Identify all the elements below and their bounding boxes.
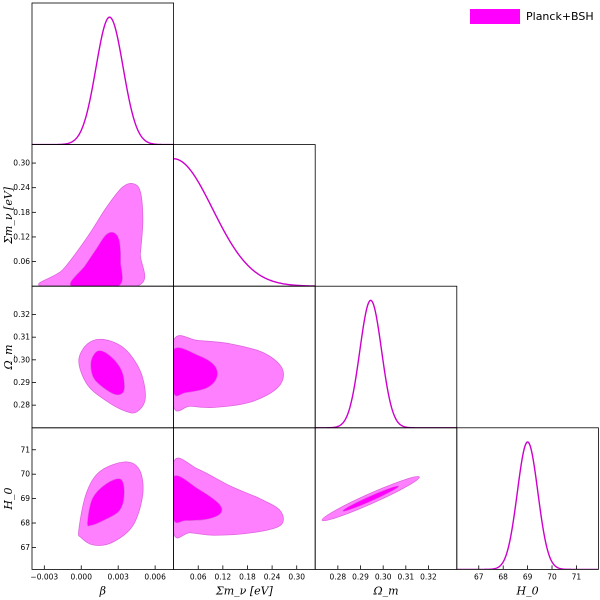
x-tick-label: −0.003 <box>30 572 58 581</box>
x-tick-label: 68 <box>498 572 508 581</box>
x-tick-label: 67 <box>474 572 484 581</box>
y-tick-label: 0.30 <box>13 355 30 364</box>
legend: Planck+BSH <box>470 9 594 24</box>
x-axis-label-omega_m: Ω_m <box>372 584 398 597</box>
panel-frame-omega_m-omega_m <box>314 285 458 429</box>
y-tick-label: 0.29 <box>13 378 30 387</box>
x-tick-label: 0.12 <box>215 572 232 581</box>
x-tick-label: 0.31 <box>397 572 414 581</box>
x-tick-label: 0.30 <box>375 572 392 581</box>
contour-inner <box>69 232 123 287</box>
y-tick-label: 0.06 <box>13 257 30 266</box>
contour-inner <box>342 485 399 512</box>
contour-inner <box>87 478 125 527</box>
contour-sum_mnu-H0 <box>173 457 284 539</box>
legend-swatch <box>470 9 520 24</box>
y-tick-label: 0.31 <box>13 333 30 342</box>
x-tick-label: 0.006 <box>144 572 166 581</box>
x-tick-label: 0.32 <box>420 572 437 581</box>
x-tick-label: 70 <box>547 572 557 581</box>
y-tick-label: 0.18 <box>13 208 30 217</box>
x-tick-label: 0.30 <box>288 572 305 581</box>
panel-frame-beta-beta <box>31 2 175 146</box>
marginal-sum_mnu <box>173 158 316 287</box>
y-tick-label: 0.28 <box>13 401 30 410</box>
panel-frame-H0-H0 <box>456 427 599 570</box>
y-tick-label: 69 <box>20 494 30 503</box>
y-axis-label-H0: H_0 <box>2 488 15 511</box>
contour-omega_m-H0 <box>321 476 420 522</box>
contour-beta-H0 <box>78 461 144 546</box>
contour-sum_mnu-omega_m <box>173 335 284 412</box>
x-tick-label: 0.06 <box>190 572 207 581</box>
y-tick-label: 0.32 <box>13 310 30 319</box>
contour-inner <box>173 475 223 524</box>
contour-inner <box>173 347 218 397</box>
y-tick-label: 67 <box>20 543 30 552</box>
y-tick-label: 71 <box>20 445 30 454</box>
contour-beta-sum_mnu <box>38 182 146 287</box>
marginal-H0 <box>456 441 599 570</box>
y-axis-label-sum_mnu: Σm_ν [eV] <box>2 186 15 245</box>
x-tick-label: 0.18 <box>239 572 256 581</box>
x-tick-label: 71 <box>572 572 582 581</box>
contour-inner <box>90 350 125 396</box>
y-tick-label: 70 <box>20 470 30 479</box>
x-tick-label: 0.28 <box>330 572 347 581</box>
panel-frame-H0-omega_m <box>314 427 458 570</box>
x-tick-label: 0.29 <box>352 572 369 581</box>
contour-beta-omega_m <box>78 338 146 414</box>
y-axis-label-omega_m: Ω_m <box>2 344 15 370</box>
x-axis-label-beta: β <box>99 584 106 597</box>
x-axis-label-sum_mnu: Σm_ν [eV] <box>215 584 274 597</box>
x-tick-label: 69 <box>523 572 533 581</box>
x-tick-label: 0.24 <box>264 572 281 581</box>
y-tick-label: 0.24 <box>13 183 30 192</box>
marginal-beta <box>32 16 174 145</box>
legend-label: Planck+BSH <box>526 10 594 23</box>
y-tick-label: 0.12 <box>13 232 30 241</box>
x-axis-label-H0: H_0 <box>516 584 539 597</box>
panel-frame-sum_mnu-sum_mnu <box>173 144 316 287</box>
x-tick-label: 0.000 <box>71 572 93 581</box>
contour-outer <box>173 335 284 412</box>
y-tick-label: 0.30 <box>13 159 30 168</box>
marginal-omega_m <box>315 299 457 428</box>
x-tick-label: 0.003 <box>107 572 129 581</box>
y-tick-label: 68 <box>20 519 30 528</box>
